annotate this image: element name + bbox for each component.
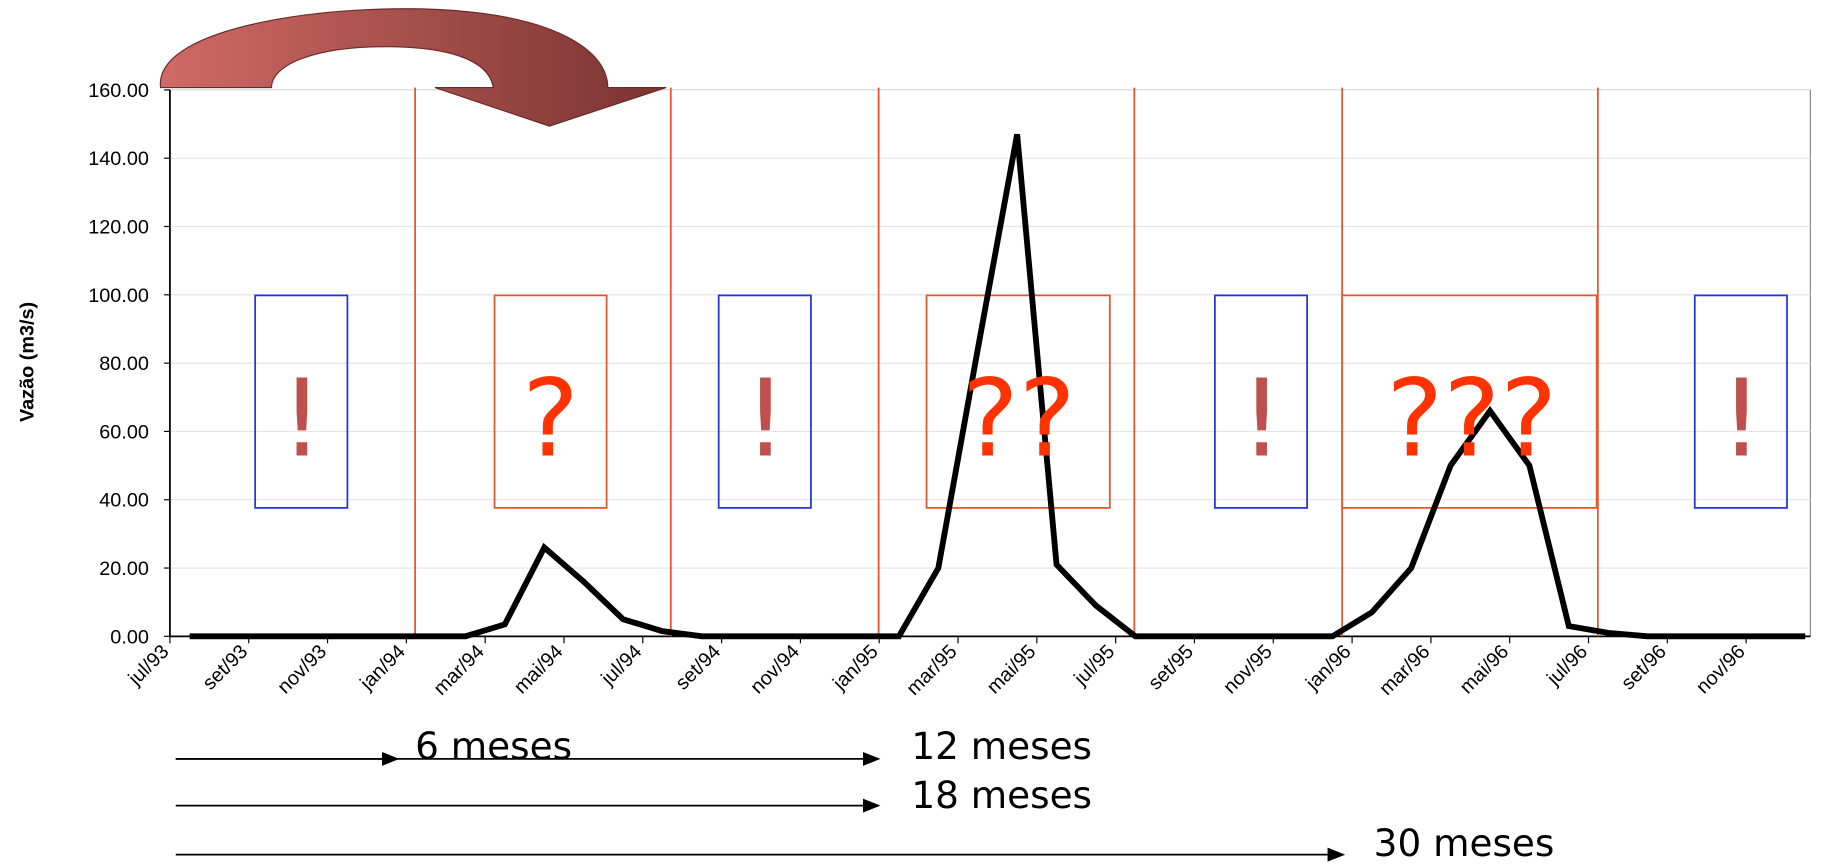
x-tick-label: set/95	[1144, 641, 1198, 695]
y-tick-label: 100.00	[88, 285, 149, 307]
x-tick-label: mai/95	[983, 641, 1041, 699]
x-tick-label: jan/96	[1301, 641, 1355, 695]
y-tick-label: 0.00	[110, 626, 149, 648]
y-tick-label: 160.00	[88, 80, 149, 102]
horizon-arrows	[176, 759, 1344, 855]
x-tick-label: jan/95	[828, 641, 882, 695]
annotation: !	[1240, 356, 1283, 481]
x-tick-label: mar/94	[430, 641, 489, 700]
x-tick-label: set/96	[1617, 641, 1671, 695]
curved-arrow	[160, 9, 666, 126]
annotation: !	[280, 356, 323, 481]
y-tick-label: 120.00	[88, 217, 149, 239]
y-axis-label: Vazão (m3/s)	[16, 302, 38, 422]
y-tick-label: 80.00	[99, 353, 149, 375]
x-tick-label: mar/95	[902, 641, 961, 700]
x-tick-label: nov/96	[1692, 641, 1750, 699]
chart: 0.00 20.00 40.00 60.00 80.00 100.00 120.00 140.…	[0, 0, 1832, 864]
annotation: !	[1720, 356, 1763, 481]
y-tick-label: 140.00	[88, 148, 149, 170]
x-tick-label: nov/93	[273, 641, 331, 699]
horizon-label: 30 meses	[1374, 821, 1555, 864]
x-tick-label: jul/96	[1542, 641, 1592, 691]
annotation: ??	[962, 356, 1076, 481]
horizon-label: 6 meses	[415, 724, 572, 768]
annotation: ?	[522, 356, 579, 481]
x-tick-label: mai/94	[510, 641, 568, 699]
x-tick-label: nov/94	[746, 641, 804, 699]
horizon-label: 18 meses	[911, 773, 1092, 817]
x-tick-label: nov/95	[1219, 641, 1277, 699]
x-tick-label: set/94	[671, 641, 725, 695]
x-tick-label: set/93	[199, 641, 253, 695]
x-tick-label: mar/96	[1375, 641, 1434, 700]
x-tick-label: mai/96	[1456, 641, 1514, 699]
y-tick-label: 40.00	[99, 490, 149, 512]
annotation: ???	[1386, 356, 1557, 481]
horizon-label: 12 meses	[911, 724, 1092, 768]
x-tick-label: jul/94	[597, 641, 647, 691]
annotation: !	[744, 356, 787, 481]
x-tick-label: jul/95	[1069, 641, 1119, 691]
x-tick-label: jan/94	[355, 641, 409, 695]
y-tick-label: 60.00	[99, 421, 149, 443]
y-tick-label: 20.00	[99, 558, 149, 580]
